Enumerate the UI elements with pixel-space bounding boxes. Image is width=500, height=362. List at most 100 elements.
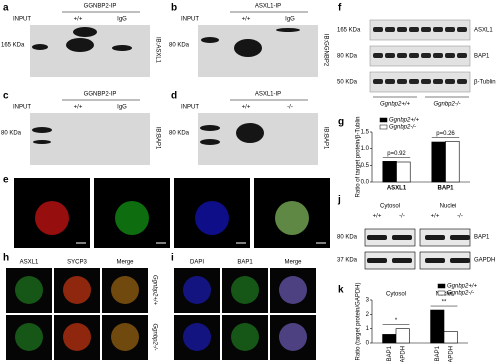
band: [200, 125, 220, 131]
marker-label: 80 KDa: [337, 235, 358, 241]
legend-label: Ggnbp2+/+: [389, 118, 420, 124]
y-tick-label: 2: [366, 312, 370, 318]
legend-label: Ggnbp2-/-: [389, 125, 416, 131]
panel-label: i: [171, 253, 174, 264]
panel-label: g: [338, 117, 344, 128]
y-axis-label: Ratio of target protein/β-Tublin: [356, 117, 362, 198]
legend-swatch: [379, 124, 388, 130]
y-tick-label: 0: [366, 341, 370, 347]
panel-label: k: [338, 285, 344, 296]
protein-label: BAP1: [474, 54, 490, 60]
bar: [430, 309, 445, 344]
channel-label: ASXL1: [20, 260, 39, 266]
lane-label: IgG: [117, 105, 127, 111]
lane-label: +/+: [242, 105, 251, 111]
band: [397, 79, 407, 84]
bar: [382, 161, 397, 183]
nucleus: [279, 276, 307, 304]
ib-label: IB:GGNBP2: [322, 34, 328, 67]
ip-label: GGNBP2-IP: [84, 92, 117, 98]
channel-label: Merge: [284, 260, 302, 266]
panel-label: e: [3, 175, 9, 186]
bar: [395, 328, 410, 344]
channel-label: DAPI: [205, 182, 219, 188]
band: [66, 38, 94, 52]
band: [33, 140, 51, 144]
band: [409, 27, 419, 32]
panel-label: j: [337, 195, 341, 206]
bar-label: BAP1: [435, 345, 441, 361]
channel-label: SYCP3: [67, 260, 87, 266]
nucleus: [15, 276, 43, 304]
nucleus: [231, 323, 259, 351]
band: [112, 45, 132, 51]
ib-label: IB:ASXL1: [154, 37, 160, 64]
legend-swatch: [437, 290, 446, 296]
band: [201, 37, 219, 43]
lane-label: +/+: [431, 214, 440, 220]
lane-label: +/+: [74, 105, 83, 111]
band: [373, 27, 383, 32]
band: [450, 258, 470, 263]
lane-label: INPUT: [13, 17, 31, 23]
legend-swatch: [437, 283, 446, 289]
band: [457, 53, 467, 58]
band: [397, 27, 407, 32]
blot: [364, 228, 416, 247]
nucleus: [231, 276, 259, 304]
band: [236, 123, 264, 143]
category-label: Cytosol: [386, 292, 406, 298]
panel-label: h: [3, 253, 9, 264]
protein-label: ASXL1: [474, 28, 493, 34]
x-tick-label: ASXL1: [387, 186, 407, 192]
band: [421, 53, 431, 58]
band: [409, 53, 419, 58]
lane-label: INPUT: [181, 17, 199, 23]
band: [433, 79, 443, 84]
annotation: *: [395, 318, 398, 324]
ip-label: ASXL1-IP: [255, 4, 281, 10]
band: [385, 53, 395, 58]
ip-label: GGNBP2-IP: [84, 4, 117, 10]
band: [373, 79, 383, 84]
band: [234, 39, 262, 57]
lane-label: IgG: [285, 17, 295, 23]
legend-label: Ggnbp2+/+: [447, 284, 478, 290]
x-tick-label: BAP1: [437, 186, 454, 192]
annotation: p=0.92: [387, 151, 406, 157]
lane-label: -/-: [399, 214, 405, 220]
y-tick-label: 1.5: [361, 130, 370, 136]
band: [433, 53, 443, 58]
nucleus: [183, 276, 211, 304]
lane-label: -/-: [457, 214, 463, 220]
blot: [364, 251, 416, 270]
blot: [369, 71, 471, 93]
band: [367, 258, 387, 263]
genotype-label: Ggnbp2-/-: [433, 102, 460, 108]
marker-label: 50 KDa: [337, 80, 358, 86]
bar-label: GAPDH: [448, 346, 454, 362]
lane-label: INPUT: [181, 105, 199, 111]
band: [450, 235, 470, 240]
protein-label: β-Tublin: [474, 80, 496, 86]
protein-label: BAP1: [474, 235, 490, 241]
nucleus: [183, 323, 211, 351]
cell: [195, 201, 229, 235]
band: [433, 27, 443, 32]
bar: [382, 334, 397, 344]
protein-label: GAPDH: [474, 258, 495, 264]
panel-label: c: [3, 91, 9, 102]
legend-swatch: [379, 117, 388, 123]
y-tick-label: 0.5: [361, 163, 370, 169]
channel-label: GGNBP2: [39, 182, 65, 188]
nucleus: [111, 276, 139, 304]
y-tick-label: 1: [366, 326, 370, 332]
bar: [431, 141, 446, 183]
genotype-label: Ggnbp2+/+: [380, 102, 411, 108]
band: [445, 53, 455, 58]
band: [367, 235, 387, 240]
bar-label: BAP1: [387, 345, 393, 361]
band: [425, 235, 445, 240]
nucleus: [279, 323, 307, 351]
nucleus: [15, 323, 43, 351]
